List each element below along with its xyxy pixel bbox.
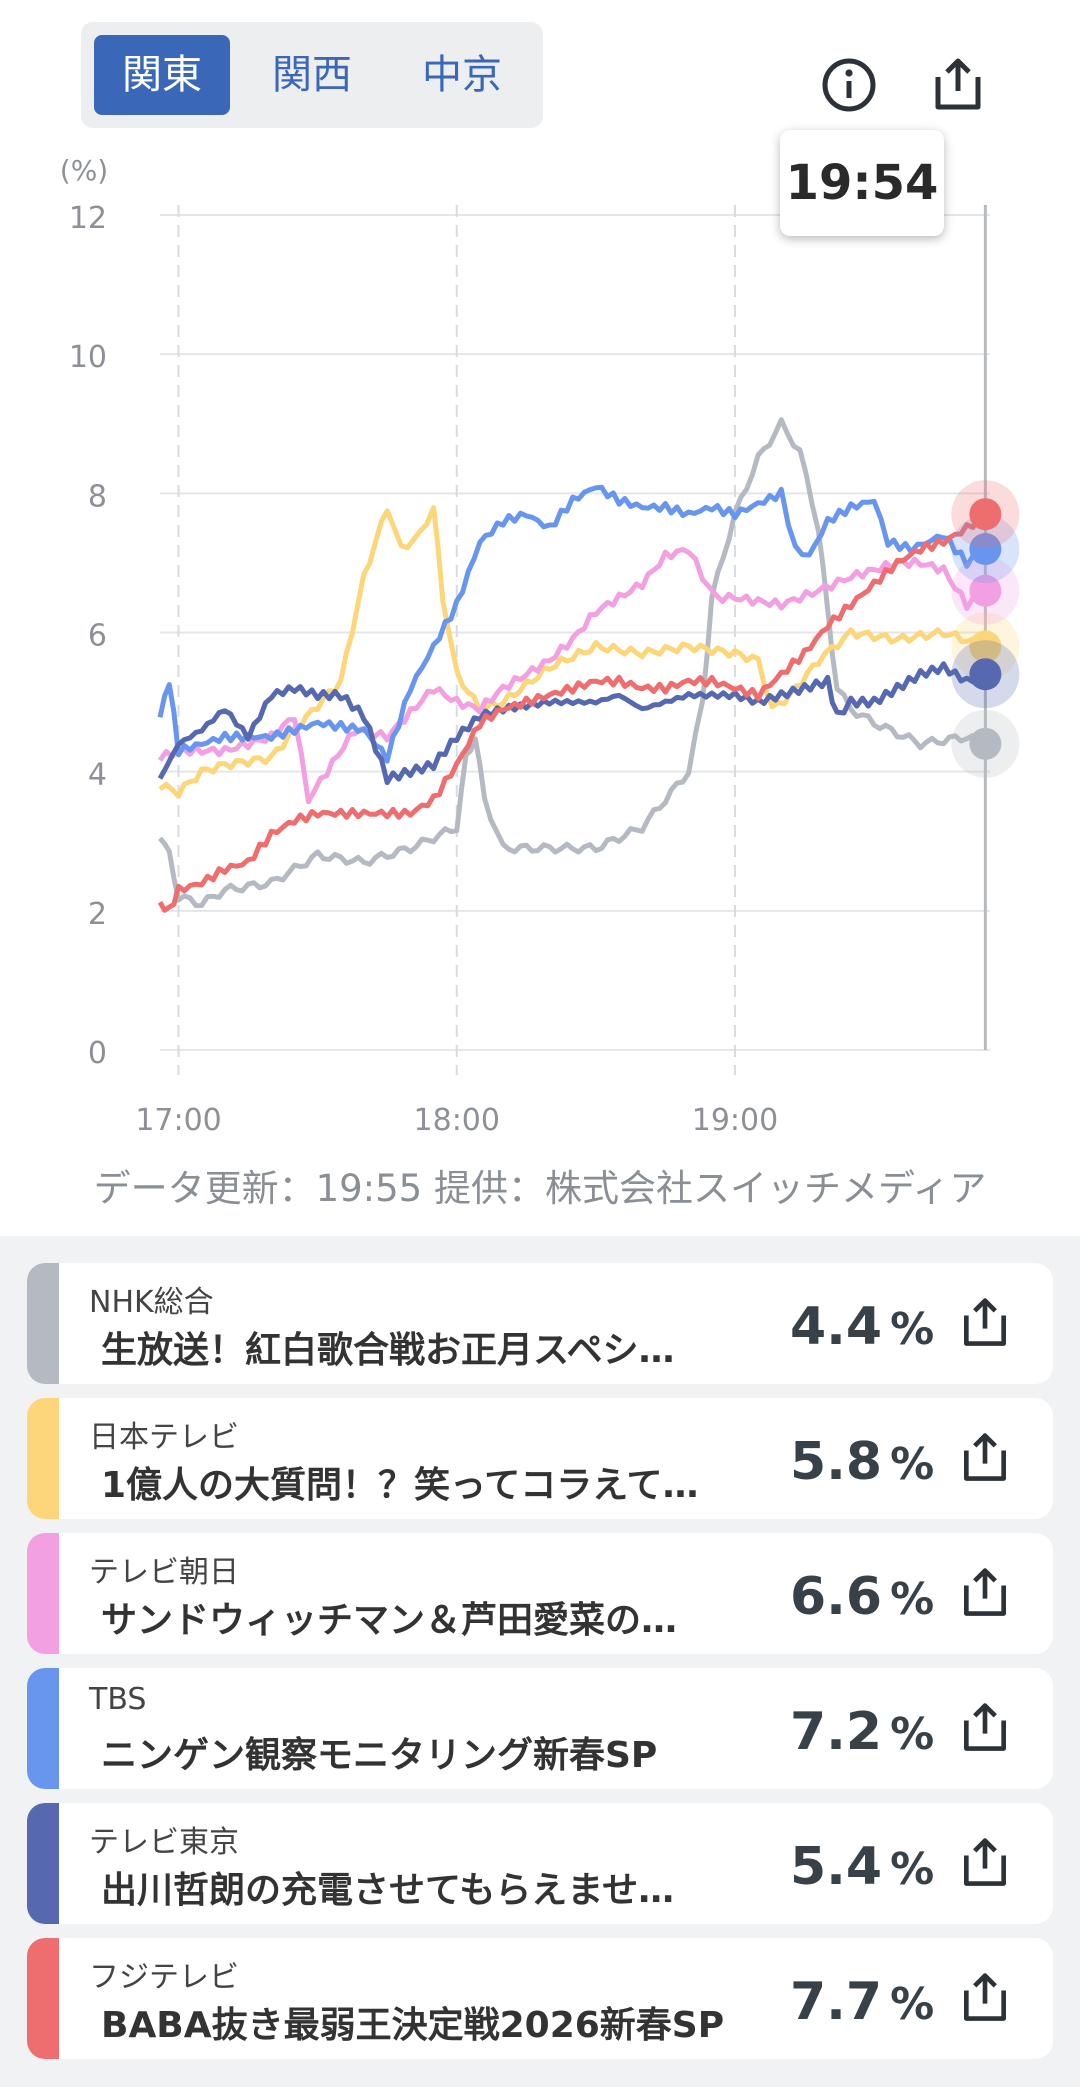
- time-tooltip: 19:54: [780, 130, 944, 236]
- x-tick-label: 18:00: [414, 1103, 500, 1138]
- rating-unit: %: [890, 1844, 935, 1895]
- share-icon[interactable]: [957, 1970, 1013, 2026]
- channel-name: フジテレビ: [89, 1960, 239, 1995]
- series-line: [157, 484, 988, 764]
- x-tick-label: 17:00: [135, 1103, 221, 1138]
- y-tick-label: 2: [88, 897, 107, 932]
- chart-panel: 関東 関西 中京 0 2 4 6 8 10 12 (%) 17:00 18:00 19:00 19:…: [0, 22, 1080, 1210]
- rating-number: 4.4: [790, 1297, 883, 1357]
- rating-value: 5.8%: [790, 1432, 934, 1492]
- channel-color-bar: [27, 1398, 59, 1519]
- series-line: [157, 547, 987, 805]
- rating-number: 5.4: [790, 1837, 883, 1897]
- y-tick-label: 6: [88, 619, 107, 654]
- share-icon[interactable]: [957, 1565, 1013, 1621]
- channel-color-bar: [27, 1803, 59, 1924]
- channel-card-tv-asahi[interactable]: テレビ朝日 サンドウィッチマン＆芦田愛菜の… 6.6%: [27, 1533, 1053, 1654]
- y-axis-label: (%): [60, 154, 108, 187]
- rating-value: 4.4%: [790, 1297, 934, 1357]
- series-line: [158, 505, 986, 799]
- channel-card-tv-tokyo[interactable]: テレビ東京 出川哲朗の充電させてもらえませ… 5.4%: [27, 1803, 1053, 1924]
- channel-color-bar: [27, 1668, 59, 1789]
- region-tabs: 関東 関西 中京: [81, 22, 543, 128]
- rating-number: 7.2: [790, 1702, 883, 1762]
- series-end-marker: [969, 533, 1002, 565]
- share-icon[interactable]: [957, 1835, 1013, 1891]
- rating-value: 7.7%: [790, 1972, 934, 2032]
- series-end-marker: [969, 574, 1002, 607]
- share-icon[interactable]: [957, 1430, 1013, 1486]
- series-end-marker: [969, 658, 1002, 691]
- tab-kansai[interactable]: 関西: [272, 52, 352, 98]
- series-line: [157, 511, 986, 913]
- channel-color-bar: [27, 1263, 59, 1384]
- rating-unit: %: [890, 1304, 935, 1355]
- share-icon[interactable]: [957, 1700, 1013, 1756]
- rating-value: 7.2%: [790, 1702, 934, 1762]
- series-line: [158, 417, 987, 909]
- rating-unit: %: [890, 1574, 935, 1625]
- program-title: サンドウィッチマン＆芦田愛菜の…: [101, 1600, 678, 1641]
- info-icon[interactable]: [819, 55, 879, 115]
- rating-unit: %: [890, 1979, 935, 2030]
- program-title: 1億人の大質問！？笑ってコラえて…: [101, 1465, 699, 1506]
- channel-card-fuji[interactable]: フジテレビ BABA抜き最弱王決定戦2026新春SP 7.7%: [27, 1938, 1053, 2059]
- rating-chart[interactable]: 0 2 4 6 8 10 12 (%) 17:00 18:00 19:00: [0, 140, 1080, 1140]
- y-tick-label: 0: [88, 1036, 107, 1071]
- channel-card-tbs[interactable]: TBS ニンゲン観察モニタリング新春SP 7.2%: [27, 1668, 1053, 1789]
- channel-color-bar: [27, 1533, 59, 1654]
- channel-name: テレビ東京: [89, 1825, 239, 1860]
- rating-number: 7.7: [790, 1972, 883, 2032]
- channel-card-ntv[interactable]: 日本テレビ 1億人の大質問！？笑ってコラえて… 5.8%: [27, 1398, 1053, 1519]
- series-end-marker: [969, 630, 1002, 663]
- y-tick-label: 8: [88, 479, 107, 514]
- rating-value: 6.6%: [790, 1567, 934, 1627]
- x-tick-label: 19:00: [692, 1103, 778, 1138]
- rating-number: 6.6: [790, 1567, 883, 1627]
- share-icon[interactable]: [957, 1295, 1013, 1351]
- series-line: [157, 661, 986, 786]
- channel-list: NHK総合 生放送！紅白歌合戦お正月スペシ… 4.4% 日本テレビ 1億人の大質…: [0, 1236, 1080, 2087]
- channel-card-nhk[interactable]: NHK総合 生放送！紅白歌合戦お正月スペシ… 4.4%: [27, 1263, 1053, 1384]
- program-title: 出川哲朗の充電させてもらえませ…: [101, 1870, 675, 1911]
- y-tick-label: 4: [88, 758, 107, 793]
- y-tick-label: 12: [69, 201, 107, 236]
- tab-kanto[interactable]: 関東: [94, 35, 230, 115]
- rating-value: 5.4%: [790, 1837, 934, 1897]
- rating-unit: %: [890, 1709, 935, 1760]
- channel-name: テレビ朝日: [89, 1555, 239, 1590]
- program-title: 生放送！紅白歌合戦お正月スペシ…: [101, 1330, 675, 1371]
- tab-chukyo[interactable]: 中京: [422, 52, 502, 98]
- channel-color-bar: [27, 1938, 59, 2059]
- rating-unit: %: [890, 1439, 935, 1490]
- channel-name: TBS: [89, 1682, 147, 1717]
- channel-name: NHK総合: [89, 1285, 214, 1320]
- rating-number: 5.8: [790, 1432, 883, 1492]
- series-end-marker: [969, 727, 1002, 760]
- share-icon[interactable]: [928, 55, 988, 115]
- channel-name: 日本テレビ: [89, 1420, 239, 1455]
- series-end-marker: [969, 498, 1002, 531]
- program-title: ニンゲン観察モニタリング新春SP: [101, 1735, 658, 1776]
- update-credit: データ更新：19:55 提供：株式会社スイッチメディア: [93, 1167, 987, 1210]
- y-tick-label: 10: [69, 340, 107, 375]
- program-title: BABA抜き最弱王決定戦2026新春SP: [101, 2005, 725, 2046]
